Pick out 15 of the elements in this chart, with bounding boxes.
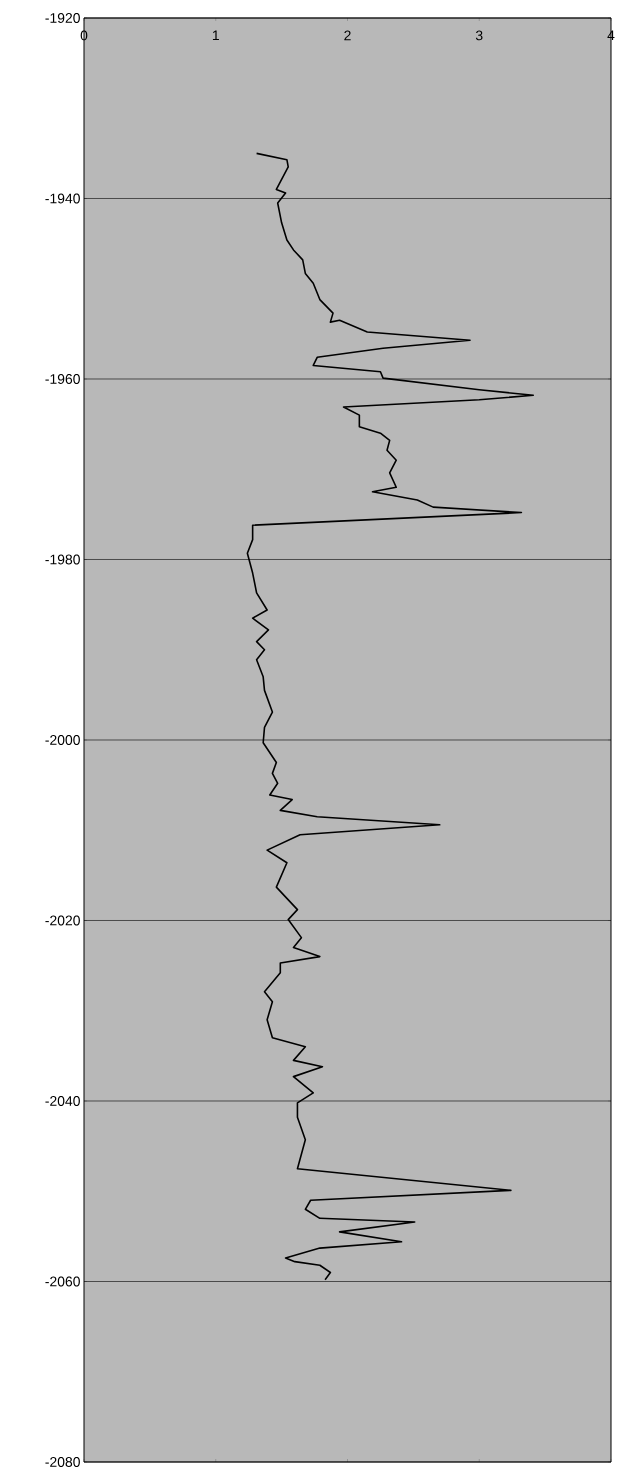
x-tick-label: 0 [80,30,88,41]
y-tick-label: -2080 [45,1457,80,1467]
x-tick-label: 3 [475,30,483,41]
y-tick-label: -2060 [45,1276,80,1287]
y-tick-label: -1960 [45,374,80,384]
y-tick-label: -2040 [45,1096,80,1106]
y-tick-label: -1980 [45,554,80,565]
x-tick-label: 1 [212,30,219,41]
y-tick-label: -1920 [45,13,80,23]
y-tick-label: -2000 [45,735,80,745]
y-tick-label: -2020 [45,915,80,926]
y-tick-label: -1940 [45,193,80,204]
x-tick-label: 4 [607,30,615,41]
line-series [246,152,535,1281]
x-tick-label: 2 [344,30,351,41]
